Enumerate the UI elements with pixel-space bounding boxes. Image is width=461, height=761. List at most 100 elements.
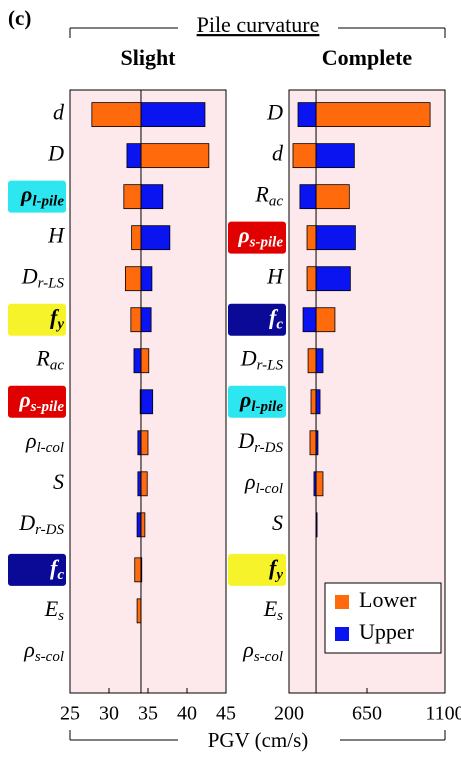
category-label: Es [44,596,64,624]
category-main: D [237,428,254,453]
category-sub: c [276,317,283,333]
x-tick-label: 45 [216,703,236,725]
category-label: S [272,510,283,535]
category-label: Rac [35,346,64,374]
bar [315,471,324,497]
bar [315,348,324,374]
category-main: S [272,510,283,535]
bar [140,225,171,251]
category-main: ρ [20,182,32,207]
category-sub: s [58,608,64,624]
category-main: ρ [244,469,256,494]
category-main: E [263,596,278,621]
x-tick-label: 25 [60,703,80,725]
category-sub: s-pile [30,399,65,415]
bar [130,307,142,333]
bar [309,430,317,456]
category-sub: s-col [35,649,64,665]
label-highlight [228,221,286,254]
bar [140,307,152,333]
bar [140,266,153,292]
category-sub: r-LS [38,276,65,292]
category-main: f [50,555,60,580]
category-label: H [47,223,65,248]
category-label: D [266,100,283,125]
bar [299,184,317,210]
category-label: Dr-DS [237,428,283,456]
label-highlight [8,303,66,336]
label-highlight [8,553,66,586]
bar [302,307,317,333]
label-highlight [228,385,286,418]
bar [140,348,150,374]
category-label: H [266,264,284,289]
bar [297,102,317,128]
bar [307,348,317,374]
category-main: d [272,141,284,166]
category-main: H [47,223,65,248]
category-sub: l-pile [32,194,64,210]
category-sub: l-col [256,481,284,497]
legend-swatch [335,627,349,641]
bar [315,184,350,210]
bar [123,184,142,210]
category-sub: r-DS [254,440,283,456]
bar [310,389,317,415]
category-main: ρ [237,223,249,248]
category-sub: r-DS [35,522,64,538]
legend-swatch [335,595,349,609]
category-sub: ac [269,194,284,210]
x-tick-label: 35 [138,703,158,725]
category-main: H [266,264,284,289]
category-sub: l-pile [251,399,283,415]
category-main: R [254,182,269,207]
x-tick-label: 650 [352,703,382,725]
bar [136,598,142,624]
category-main: S [53,469,64,494]
label-highlight [228,553,286,586]
legend-label: Upper [359,619,415,644]
category-label: fy [269,555,283,583]
x-tick-label: 200 [274,703,304,725]
category-label: fy [50,305,64,333]
bar [315,225,356,251]
bar [315,102,431,128]
category-label: D [47,141,64,166]
category-sub: r-LS [257,358,284,374]
bar [131,225,142,251]
category-main: d [53,100,65,125]
bar [140,512,146,538]
category-sub: s-col [254,649,283,665]
category-label: ρs-pile [18,387,64,415]
legend-box [324,582,442,654]
category-label: ρs-pile [237,223,283,251]
label-highlight [228,303,286,336]
category-label: ρl-col [244,469,283,497]
category-label: Dr-LS [21,264,65,292]
category-main: ρ [242,637,254,662]
category-main: D [47,141,64,166]
category-sub: y [55,317,64,333]
bar [315,307,336,333]
legend-label: Lower [359,587,417,612]
x-tick-label: 40 [177,703,197,725]
category-sub: s-pile [249,235,284,251]
bar [140,471,148,497]
category-label: ρs-col [23,637,64,665]
label-highlight [8,385,66,418]
category-main: f [269,555,279,580]
panel-label: (c) [8,6,31,30]
bar [306,225,317,251]
category-main: f [269,305,279,330]
bar [136,512,142,538]
category-label: d [53,100,65,125]
category-main: ρ [18,387,30,412]
bar [140,430,149,456]
panel-title: Complete [322,45,413,70]
bar [126,143,142,169]
bar [134,557,142,583]
category-main: E [44,596,59,621]
category-label: Es [263,596,283,624]
category-main: R [35,346,50,371]
